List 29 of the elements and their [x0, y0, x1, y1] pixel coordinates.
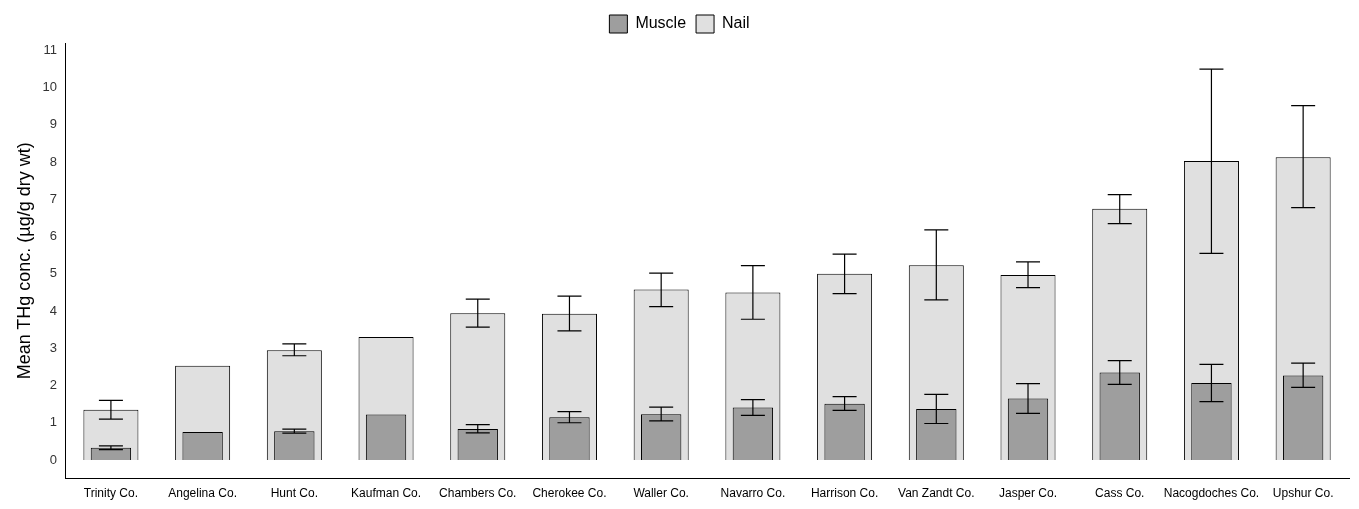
y-tick-label: 4 [49, 302, 58, 318]
x-tick-label: Trinity Co. [83, 486, 139, 501]
y-tick-label: 11 [43, 42, 58, 58]
y-tick-label: 5 [49, 265, 58, 281]
x-tick-label: Angelina Co. [168, 486, 237, 501]
y-tick-label: 7 [49, 190, 58, 206]
y-tick-label: 0 [49, 451, 58, 467]
legend-label: Muscle [635, 14, 687, 32]
x-tick-label: Nacogdoches Co. [1163, 486, 1260, 501]
x-tick-label: Chambers Co. [439, 486, 517, 501]
y-tick-label: 3 [49, 339, 58, 355]
x-tick-label: Upshur Co. [1272, 486, 1334, 501]
y-tick-label: 8 [49, 153, 58, 169]
y-axis-title: Mean THg conc. (µg/g dry wt) [13, 142, 34, 380]
legend-label: Nail [722, 14, 750, 32]
x-tick-label: Cherokee Co. [532, 486, 607, 501]
y-tick-label: 6 [49, 228, 58, 244]
y-tick-label: 9 [49, 116, 58, 132]
y-tick-label: 10 [42, 79, 58, 95]
x-tick-label: Jasper Co. [999, 486, 1058, 501]
y-tick-label: 2 [49, 377, 58, 393]
x-tick-label: Harrison Co. [810, 486, 879, 501]
x-tick-label: Kaufman Co. [351, 486, 422, 501]
x-tick-label: Waller Co. [633, 486, 689, 501]
x-tick-label: Navarro Co. [720, 486, 786, 501]
x-tick-label: Van Zandt Co. [898, 486, 975, 501]
x-tick-label: Cass Co. [1095, 486, 1145, 501]
x-tick-label: Hunt Co. [270, 486, 319, 501]
y-tick-label: 1 [49, 414, 58, 430]
